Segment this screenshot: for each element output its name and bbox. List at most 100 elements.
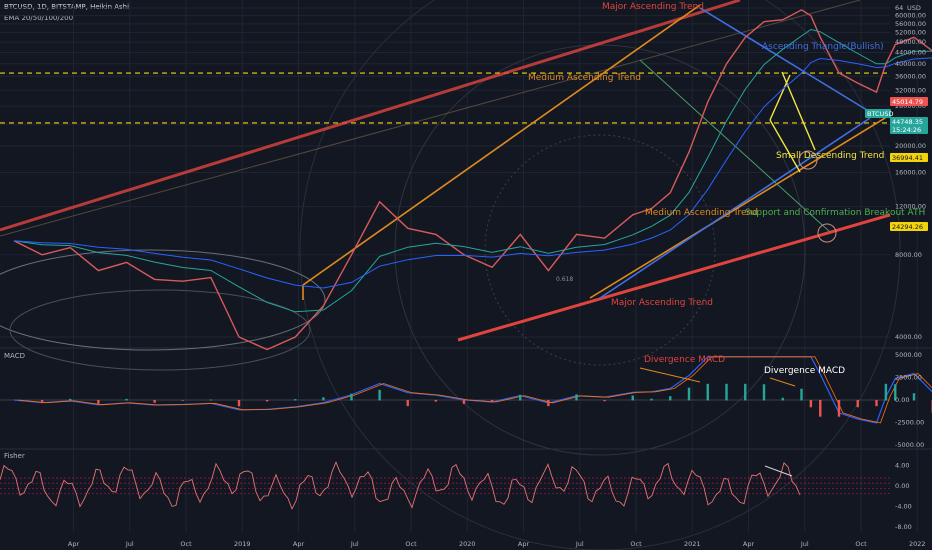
x-tick-label: Apr (68, 540, 80, 548)
price-badge-bg (890, 117, 928, 126)
price-badge-text: 15:24:26 (892, 126, 921, 134)
macd-tick-label: -5000.00 (895, 441, 924, 449)
divergence-line (639, 367, 701, 383)
price-badge-bg (890, 97, 928, 106)
small-trend-b (781, 71, 816, 151)
divergence-line (769, 377, 796, 387)
price-tick-label: 60000.00 (895, 12, 926, 20)
macd-histogram-bar (819, 400, 822, 417)
price-tick-label: 64 (895, 4, 903, 12)
fisher-tick-label: -8.00 (895, 523, 912, 531)
macd-histogram-bar (237, 400, 241, 407)
price-badge-text: 36994.41 (892, 154, 923, 162)
macd-annotation: Divergence MACD (764, 366, 845, 376)
triangle-top (699, 7, 881, 119)
annotation-label: Support and Confirmation Breakout ATH (745, 208, 925, 218)
price-badge-bg (890, 222, 928, 231)
macd-tick-label: 0.00 (895, 396, 909, 404)
x-tick-label: 2020 (459, 540, 476, 548)
macd-histogram-bar (875, 400, 878, 407)
macd-histogram-bar (837, 400, 841, 417)
macd-histogram-bar (912, 393, 916, 401)
macd-histogram-bar (490, 400, 494, 403)
x-tick-label: Oct (405, 540, 417, 548)
price-tick-label: 52000.00 (895, 29, 926, 37)
macd-histogram-bar (603, 400, 606, 402)
price-badge-text: BTCUSD (867, 110, 893, 118)
macd-tick-label: 5000.00 (895, 351, 922, 359)
macd-histogram-bar (800, 388, 803, 401)
macd-histogram-bar (669, 396, 672, 401)
annotation-label: Major Ascending Trend (611, 298, 713, 308)
price-tick-label: 36000.00 (895, 72, 926, 80)
macd-histogram-bar (687, 387, 691, 401)
macd-histogram-bar (434, 400, 438, 402)
macd-histogram-bar (294, 399, 297, 401)
macd-histogram-bar (322, 397, 325, 401)
symbol-title: BTCUSD, 1D, BITSTAMP, Heikin Ashi (4, 3, 130, 11)
fisher-divergence-line (764, 465, 793, 477)
macd-histogram-bar (781, 397, 784, 401)
grid (0, 0, 932, 532)
macd-histogram-bar (575, 394, 578, 401)
price-tick-label: 4000.00 (895, 333, 922, 341)
macd-histogram-bar (209, 399, 213, 401)
x-tick-label: 2019 (234, 540, 251, 548)
price-tick-label: 28000.00 (895, 102, 926, 110)
medium-trend-top (302, 4, 701, 286)
price-badge-text: 44748.35 (892, 118, 923, 126)
macd-histogram-bar (378, 389, 381, 401)
fib-circle (299, 0, 901, 550)
price-tick-label: 56000.00 (895, 20, 926, 28)
macd-histogram-bar (153, 400, 156, 403)
price-tick-label: 48000.00 (895, 38, 926, 46)
x-tick-label: 2022 (909, 540, 926, 548)
price-badge-bg (865, 109, 891, 118)
macd-histogram-bar (706, 383, 709, 401)
macd-histogram-bar (631, 395, 634, 401)
fisher-tick-label: 0.00 (895, 482, 909, 490)
price-badge-bg (890, 125, 928, 134)
price-tick-label: 44000.00 (895, 48, 926, 56)
major-trend-top (0, 0, 741, 232)
macd-signal (17, 356, 932, 424)
x-tick-label: Jul (800, 540, 809, 548)
x-tick-label: Oct (180, 540, 192, 548)
macd-tick-label: 2500.00 (895, 374, 922, 382)
macd-histogram-bar (894, 384, 897, 401)
macd-histogram-bar (350, 393, 353, 401)
price-tick-label: 8000.00 (895, 251, 922, 259)
price-line (13, 9, 932, 351)
macd-histogram-bar (884, 383, 888, 401)
annotation-label: Medium Ascending Trend (528, 73, 641, 83)
x-tick-label: Jul (350, 540, 359, 548)
medium-trend-bottom (589, 114, 891, 299)
x-tick-label: Apr (743, 540, 755, 548)
macd-histogram-bar (97, 400, 100, 404)
macd-histogram-bar (69, 398, 72, 401)
fisher-pane-label: Fisher (4, 452, 25, 460)
macd-histogram-bar (265, 400, 269, 402)
arc-ellipse (9, 289, 311, 371)
ema-line-slow (13, 57, 932, 289)
trend-lines (0, 0, 891, 342)
price-tick-label: 20000.00 (895, 142, 926, 150)
x-tick-label: Oct (855, 540, 867, 548)
fisher-line (0, 461, 801, 510)
decorations (0, 0, 901, 550)
small-trend-a (769, 74, 791, 121)
support-line (639, 59, 831, 233)
annotations: Major Ascending Trend Ascending Triangle(… (528, 2, 925, 308)
ema-line (13, 28, 932, 313)
major-trend-bottom (457, 213, 891, 342)
fisher-pane (0, 461, 890, 510)
fisher-tick-label: -4.00 (895, 502, 912, 510)
macd-histogram-bar (744, 383, 747, 401)
macd-annotation: Divergence MACD (644, 355, 725, 365)
arc-ellipse (0, 249, 326, 351)
annotation-label: Medium Ascending Trend (645, 208, 758, 218)
macd-histogram-bar (40, 400, 44, 403)
